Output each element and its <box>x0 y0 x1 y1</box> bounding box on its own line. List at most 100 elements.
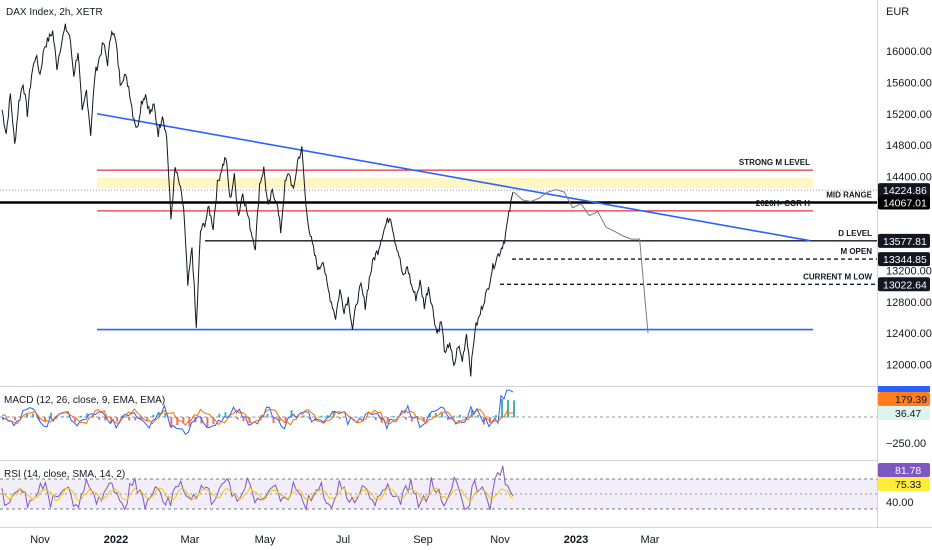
main-chart-title: DAX Index, 2h, XETR <box>6 7 103 18</box>
macd-histogram-bar <box>140 417 143 421</box>
macd-histogram-bar <box>128 417 131 421</box>
macd-histogram-bar <box>302 415 305 418</box>
macd-histogram-bar <box>446 417 449 420</box>
rsi-pane[interactable] <box>0 465 877 512</box>
macd-histogram-bar <box>176 417 179 426</box>
price-axis[interactable]: 16000.00 15600.00 15200.00 14800.00 14400.00… <box>878 46 932 509</box>
macd-histogram-bar <box>464 417 467 420</box>
macd-histogram-bar <box>392 415 395 418</box>
macd-histogram-bar <box>284 417 287 423</box>
level-label: STRONG M LEVEL <box>739 158 810 167</box>
price-tag-label: 13344.85 <box>883 254 927 266</box>
price-tag <box>878 386 930 392</box>
price-tag <box>878 195 930 210</box>
price-tag <box>878 183 930 198</box>
price-tag-label: 13577.81 <box>883 236 927 248</box>
level-label: 2020H- COR H <box>756 199 810 208</box>
macd-signal-line <box>1 408 514 426</box>
macd-histogram-bar <box>44 417 47 422</box>
macd-histogram-bar <box>254 416 257 418</box>
macd-histogram-bar <box>272 417 275 424</box>
price-tag <box>878 233 930 248</box>
macd-histogram-bar <box>62 416 65 418</box>
macd-histogram-bar <box>416 416 419 418</box>
price-tag-label: 81.78 <box>895 465 921 477</box>
macd-histogram-bar <box>494 415 497 418</box>
price-tick-label: 15600.00 <box>886 77 932 89</box>
macd-histogram-bar <box>98 417 101 420</box>
macd-histogram-bar <box>452 415 455 418</box>
macd-histogram-bar <box>440 412 443 418</box>
macd-histogram-bar <box>380 417 383 423</box>
rsi-line <box>1 465 514 512</box>
macd-histogram-bar <box>500 399 503 418</box>
macd-histogram-bar <box>110 417 113 423</box>
level-label: CURRENT M LOW <box>803 272 872 281</box>
price-series <box>1 23 514 377</box>
price-tag-label: 179.39 <box>895 394 927 406</box>
macd-line <box>1 389 514 436</box>
price-tag-label: 14067.01 <box>883 198 927 210</box>
supply-zone <box>97 177 813 189</box>
macd-tick-label: −250.00 <box>886 438 926 450</box>
macd-histogram-bar <box>290 410 293 418</box>
price-tag <box>878 277 930 292</box>
rsi-title: RSI (14, close, SMA, 14, 2) <box>4 469 125 480</box>
macd-histogram-bar <box>308 417 311 420</box>
time-tick-label: May <box>255 534 276 546</box>
price-tag <box>878 463 930 477</box>
price-tag-label: 14224.86 <box>883 185 927 197</box>
macd-histogram-bar <box>32 413 35 418</box>
time-tick-label: Nov <box>30 534 50 546</box>
macd-histogram-bar <box>158 412 161 418</box>
price-tick-label: 14800.00 <box>886 140 932 152</box>
main-price-pane[interactable]: STRONG M LEVEL MID RANGE 2020H- COR H D LEV… <box>0 23 877 377</box>
macd-histogram-bar <box>506 400 509 418</box>
price-tag-label: 13022.64 <box>883 279 927 291</box>
price-tick-label: 12000.00 <box>886 359 932 371</box>
macd-histogram-bar <box>278 417 281 421</box>
price-tick-label: 14400.00 <box>886 171 932 183</box>
macd-histogram-bar <box>434 413 437 418</box>
macd-histogram-bar <box>224 412 227 418</box>
macd-histogram-bar <box>428 413 431 418</box>
macd-histogram-bar <box>488 417 491 423</box>
macd-histogram-bar <box>104 417 107 421</box>
macd-histogram-bar <box>398 417 401 418</box>
time-tick-label: Mar <box>181 534 200 546</box>
macd-histogram-bar <box>242 417 245 422</box>
macd-histogram-bar <box>236 417 239 420</box>
macd-histogram-bar <box>152 414 155 418</box>
level-label: MID RANGE <box>826 191 872 200</box>
macd-title: MACD (12, 26, close, 9, EMA, EMA) <box>4 395 165 406</box>
macd-histogram-bar <box>404 417 407 420</box>
price-tag-label: 75.33 <box>895 479 921 491</box>
macd-histogram-bar <box>188 417 191 427</box>
macd-histogram-bar <box>332 411 335 418</box>
macd-pane[interactable] <box>0 389 877 436</box>
currency-label: EUR <box>886 6 909 18</box>
macd-histogram-bar <box>386 417 389 422</box>
macd-histogram-bar <box>362 416 365 418</box>
price-tag <box>878 252 930 267</box>
rsi-sma-line <box>1 486 514 502</box>
macd-histogram-bar <box>14 417 17 421</box>
macd-histogram-bar <box>134 417 137 421</box>
macd-histogram-bar <box>218 413 221 418</box>
macd-histogram-bar <box>86 413 89 418</box>
macd-histogram-bar <box>410 417 413 422</box>
macd-histogram-bar <box>260 414 263 418</box>
macd-histogram-bar <box>74 417 77 422</box>
level-label: M OPEN <box>840 247 872 256</box>
price-tick-label: 16000.00 <box>886 46 932 58</box>
time-axis[interactable]: Nov 2022 Mar May Jul Sep Nov 2023 Mar <box>30 534 660 546</box>
price-tag <box>878 477 930 491</box>
macd-histogram-bar <box>26 413 29 418</box>
macd-histogram-bar <box>320 415 323 418</box>
macd-histogram-bar <box>200 417 203 424</box>
level-label: D LEVEL <box>838 229 872 238</box>
macd-histogram-bar <box>356 417 359 418</box>
time-tick-label: 2022 <box>104 534 128 546</box>
macd-histogram-bar <box>476 415 479 418</box>
